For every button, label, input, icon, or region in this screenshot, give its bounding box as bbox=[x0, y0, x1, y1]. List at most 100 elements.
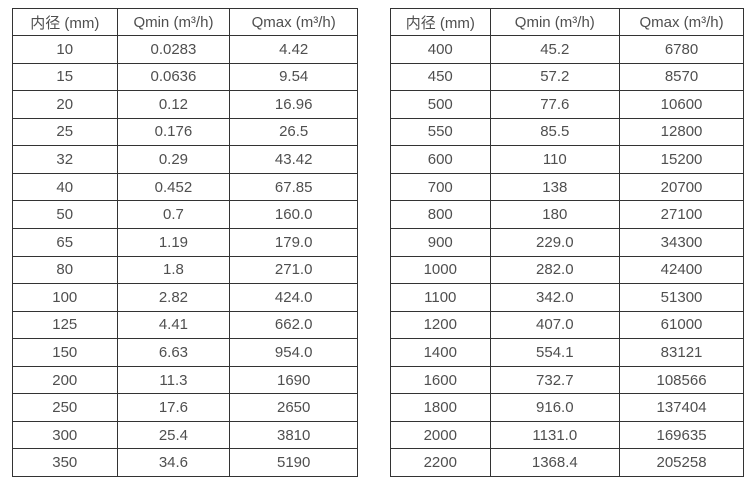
table-cell: 77.6 bbox=[489, 90, 621, 119]
table-row: 1400 554.1 83121 bbox=[390, 338, 744, 367]
table-row: 2000 1131.0 169635 bbox=[390, 420, 744, 450]
table-cell: 57.2 bbox=[489, 62, 621, 92]
table-row: 250 17.6 2650 bbox=[12, 393, 358, 422]
table-cell: 662.0 bbox=[229, 310, 358, 340]
table-cell: 4.42 bbox=[229, 35, 358, 64]
table-cell: 3810 bbox=[229, 420, 358, 450]
table-cell: 732.7 bbox=[489, 365, 621, 395]
table-cell: 180 bbox=[489, 200, 621, 229]
table-cell: 43.42 bbox=[229, 145, 358, 174]
table-cell: 205258 bbox=[619, 448, 744, 477]
column-header-inner-diameter: 内径 (mm) bbox=[12, 8, 118, 36]
table-cell: 67.85 bbox=[229, 172, 358, 202]
table-cell: 27100 bbox=[619, 200, 744, 229]
table-cell: 550 bbox=[390, 117, 491, 147]
table-cell: 1400 bbox=[390, 338, 491, 367]
table-cell: 4.41 bbox=[116, 310, 231, 340]
table-cell: 0.176 bbox=[116, 117, 231, 147]
table-cell: 0.452 bbox=[116, 172, 231, 202]
table-cell: 8570 bbox=[619, 62, 744, 92]
table-cell: 16.96 bbox=[229, 90, 358, 119]
table-cell: 20 bbox=[12, 90, 118, 119]
table-row: 800 180 27100 bbox=[390, 200, 744, 229]
table-cell: 282.0 bbox=[489, 255, 621, 285]
table-cell: 85.5 bbox=[489, 117, 621, 147]
table-cell: 1131.0 bbox=[489, 420, 621, 450]
table-cell: 32 bbox=[12, 145, 118, 174]
table-cell: 2650 bbox=[229, 393, 358, 422]
table-cell: 2200 bbox=[390, 448, 491, 477]
column-header-qmax: Qmax (m³/h) bbox=[229, 8, 358, 36]
table-cell: 9.54 bbox=[229, 62, 358, 92]
table-cell: 342.0 bbox=[489, 283, 621, 312]
column-header-qmin: Qmin (m³/h) bbox=[116, 8, 231, 36]
table-cell: 1600 bbox=[390, 365, 491, 395]
table-cell: 83121 bbox=[619, 338, 744, 367]
table-row: 15 0.0636 9.54 bbox=[12, 62, 358, 92]
table-row: 2200 1368.4 205258 bbox=[390, 448, 744, 477]
table-cell: 6780 bbox=[619, 35, 744, 64]
table-row: 500 77.6 10600 bbox=[390, 90, 744, 119]
column-header-qmin: Qmin (m³/h) bbox=[489, 8, 621, 36]
table-cell: 100 bbox=[12, 283, 118, 312]
table-cell: 200 bbox=[12, 365, 118, 395]
table-row: 350 34.6 5190 bbox=[12, 448, 358, 477]
table-cell: 2000 bbox=[390, 420, 491, 450]
table-cell: 250 bbox=[12, 393, 118, 422]
flow-spec-table-small-diameters: 内径 (mm) Qmin (m³/h) Qmax (m³/h) 10 0.0283… bbox=[12, 8, 358, 477]
table-cell: 10 bbox=[12, 35, 118, 64]
table-cell: 1368.4 bbox=[489, 448, 621, 477]
table-cell: 15 bbox=[12, 62, 118, 92]
table-cell: 150 bbox=[12, 338, 118, 367]
table-cell: 25 bbox=[12, 117, 118, 147]
table-row: 125 4.41 662.0 bbox=[12, 310, 358, 340]
table-cell: 1.8 bbox=[116, 255, 231, 285]
table-cell: 916.0 bbox=[489, 393, 621, 422]
table-row: 700 138 20700 bbox=[390, 172, 744, 202]
table-cell: 42400 bbox=[619, 255, 744, 285]
table-row: 20 0.12 16.96 bbox=[12, 90, 358, 119]
column-header-inner-diameter: 内径 (mm) bbox=[390, 8, 491, 36]
table-cell: 1100 bbox=[390, 283, 491, 312]
table-row: 1800 916.0 137404 bbox=[390, 393, 744, 422]
table-cell: 1690 bbox=[229, 365, 358, 395]
table-row: 1000 282.0 42400 bbox=[390, 255, 744, 285]
table-cell: 137404 bbox=[619, 393, 744, 422]
table-body: 10 0.0283 4.42 15 0.0636 9.54 20 0.12 16.96 25 0.1… bbox=[12, 35, 358, 477]
table-row: 40 0.452 67.85 bbox=[12, 172, 358, 202]
table-cell: 26.5 bbox=[229, 117, 358, 147]
table-row: 550 85.5 12800 bbox=[390, 117, 744, 147]
table-cell: 25.4 bbox=[116, 420, 231, 450]
table-row: 1600 732.7 108566 bbox=[390, 365, 744, 395]
table-row: 1200 407.0 61000 bbox=[390, 310, 744, 340]
table-row: 450 57.2 8570 bbox=[390, 62, 744, 92]
table-cell: 17.6 bbox=[116, 393, 231, 422]
column-header-qmax: Qmax (m³/h) bbox=[619, 8, 744, 36]
table-cell: 700 bbox=[390, 172, 491, 202]
table-cell: 179.0 bbox=[229, 227, 358, 257]
table-cell: 450 bbox=[390, 62, 491, 92]
table-cell: 0.12 bbox=[116, 90, 231, 119]
table-row: 200 11.3 1690 bbox=[12, 365, 358, 395]
table-row: 300 25.4 3810 bbox=[12, 420, 358, 450]
table-cell: 15200 bbox=[619, 145, 744, 174]
table-cell: 110 bbox=[489, 145, 621, 174]
table-cell: 300 bbox=[12, 420, 118, 450]
table-cell: 169635 bbox=[619, 420, 744, 450]
table-cell: 800 bbox=[390, 200, 491, 229]
table-cell: 0.29 bbox=[116, 145, 231, 174]
table-cell: 2.82 bbox=[116, 283, 231, 312]
table-cell: 554.1 bbox=[489, 338, 621, 367]
table-cell: 80 bbox=[12, 255, 118, 285]
table-cell: 0.0283 bbox=[116, 35, 231, 64]
header-row: 内径 (mm) Qmin (m³/h) Qmax (m³/h) bbox=[390, 8, 744, 36]
table-cell: 1.19 bbox=[116, 227, 231, 257]
table-cell: 900 bbox=[390, 227, 491, 257]
table-cell: 108566 bbox=[619, 365, 744, 395]
table-row: 100 2.82 424.0 bbox=[12, 283, 358, 312]
table-row: 400 45.2 6780 bbox=[390, 35, 744, 64]
table-cell: 0.0636 bbox=[116, 62, 231, 92]
table-cell: 40 bbox=[12, 172, 118, 202]
table-row: 25 0.176 26.5 bbox=[12, 117, 358, 147]
